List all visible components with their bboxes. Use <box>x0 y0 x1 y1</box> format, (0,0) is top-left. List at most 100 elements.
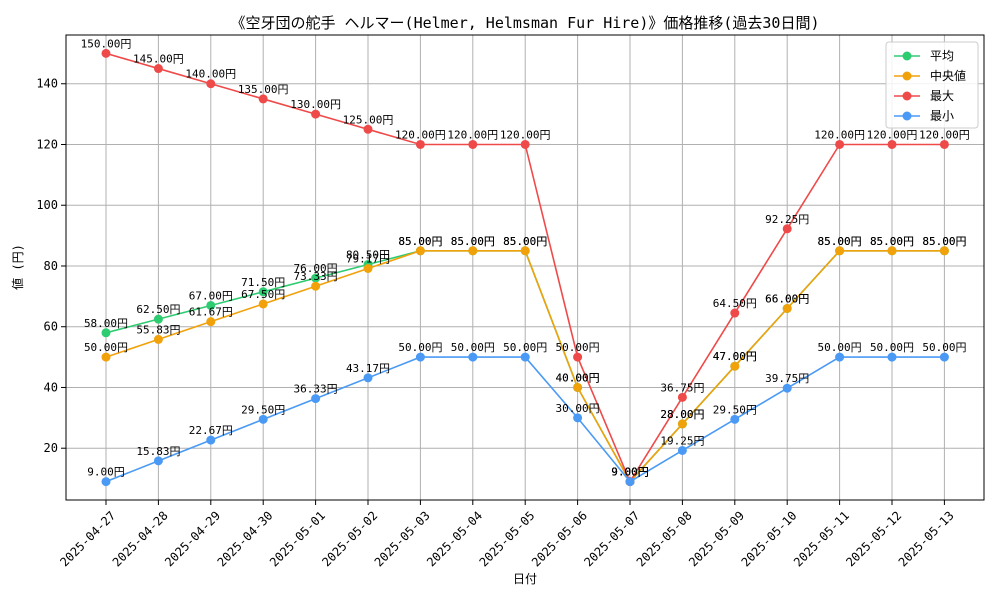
data-label: 9.00円 <box>611 466 649 479</box>
data-point <box>939 139 949 149</box>
series-2 <box>101 48 949 487</box>
data-point <box>258 287 268 297</box>
data-label: 50.00円 <box>870 341 914 354</box>
data-point <box>573 413 583 423</box>
data-label: 47.00円 <box>713 350 757 363</box>
data-label: 61.67円 <box>189 306 233 319</box>
data-label: 62.50円 <box>136 303 180 316</box>
data-point <box>363 264 373 274</box>
legend-box <box>885 41 979 129</box>
data-point <box>887 139 897 149</box>
data-point <box>153 64 163 74</box>
data-label: 50.00円 <box>818 341 862 354</box>
data-label: 85.00円 <box>818 235 862 248</box>
data-point <box>311 281 321 291</box>
y-tick-label: 120 <box>36 137 58 151</box>
data-point <box>677 392 687 402</box>
data-label: 85.00円 <box>451 235 495 248</box>
data-point <box>363 124 373 134</box>
data-point <box>730 414 740 424</box>
legend-swatch-marker <box>902 91 912 101</box>
data-point <box>153 334 163 344</box>
data-point <box>153 456 163 466</box>
data-label: 28.00円 <box>660 408 704 421</box>
data-label: 50.00円 <box>556 341 600 354</box>
legend-swatch-marker <box>902 111 912 121</box>
grid <box>66 35 984 500</box>
data-label: 50.00円 <box>922 341 966 354</box>
data-point <box>101 328 111 338</box>
data-point <box>101 48 111 58</box>
series-1 <box>101 246 949 487</box>
data-label: 50.00円 <box>84 341 128 354</box>
data-point <box>101 477 111 487</box>
data-point <box>258 299 268 309</box>
data-point <box>520 139 530 149</box>
data-point <box>887 246 897 256</box>
data-label: 135.00円 <box>238 83 289 96</box>
data-point <box>206 300 216 310</box>
data-label: 19.25円 <box>660 434 704 447</box>
data-point <box>520 246 530 256</box>
legend-label: 中央値 <box>930 68 966 83</box>
data-label: 85.00円 <box>922 235 966 248</box>
data-point <box>415 246 425 256</box>
data-label: 64.50円 <box>713 297 757 310</box>
data-label: 36.75円 <box>660 381 704 394</box>
series-3 <box>101 352 949 487</box>
data-point <box>153 314 163 324</box>
legend-label: 最小 <box>930 109 954 123</box>
data-label: 85.00円 <box>503 235 547 248</box>
data-point <box>468 352 478 362</box>
x-axis-label: 日付 <box>513 572 537 586</box>
legend-swatch-marker <box>902 71 912 81</box>
data-point <box>415 139 425 149</box>
series <box>101 48 949 487</box>
data-label: 50.00円 <box>451 341 495 354</box>
data-label: 145.00円 <box>133 53 184 66</box>
data-label: 92.25円 <box>765 213 809 226</box>
data-label: 58.00円 <box>84 317 128 330</box>
legend-label: 最大 <box>930 89 954 103</box>
data-label: 120.00円 <box>500 128 551 141</box>
chart-title: 《空牙団の舵手 ヘルマー(Helmer, Helmsman Fur Hire)》… <box>231 14 820 32</box>
data-label: 9.00円 <box>611 466 649 479</box>
legend-swatch-marker <box>902 51 912 61</box>
y-axis-label: 値 (円) <box>10 244 25 290</box>
data-point <box>730 308 740 318</box>
data-point <box>573 382 583 392</box>
data-label: 130.00円 <box>290 98 341 111</box>
data-label: 50.00円 <box>398 341 442 354</box>
data-label: 29.50円 <box>241 403 285 416</box>
data-point <box>835 352 845 362</box>
y-tick-label: 40 <box>44 380 58 394</box>
data-label: 120.00円 <box>919 128 970 141</box>
data-labels: 58.00円 62.50円 67.00円 71.50円 76.00円 80.50円 85.0… <box>81 37 970 478</box>
data-label: 22.67円 <box>189 424 233 437</box>
data-label: 125.00円 <box>343 113 394 126</box>
data-point <box>782 383 792 393</box>
y-tick-label: 60 <box>44 320 58 334</box>
data-label: 76.00円 <box>294 262 338 275</box>
data-label: 40.00円 <box>556 371 600 384</box>
data-label: 9.00円 <box>611 466 649 479</box>
data-label: 120.00円 <box>814 128 865 141</box>
data-label: 66.00円 <box>765 293 809 306</box>
data-label: 67.00円 <box>189 289 233 302</box>
data-point <box>468 246 478 256</box>
data-label: 85.00円 <box>922 235 966 248</box>
data-label: 15.83円 <box>136 445 180 458</box>
data-label: 40.00円 <box>556 371 600 384</box>
data-point <box>782 304 792 314</box>
data-point <box>258 414 268 424</box>
legend-item: 最大 <box>894 89 954 103</box>
data-point <box>311 109 321 119</box>
data-point <box>573 352 583 362</box>
data-point <box>206 317 216 327</box>
data-point <box>258 94 268 104</box>
data-point <box>677 419 687 429</box>
legend-item: 中央値 <box>894 68 966 83</box>
